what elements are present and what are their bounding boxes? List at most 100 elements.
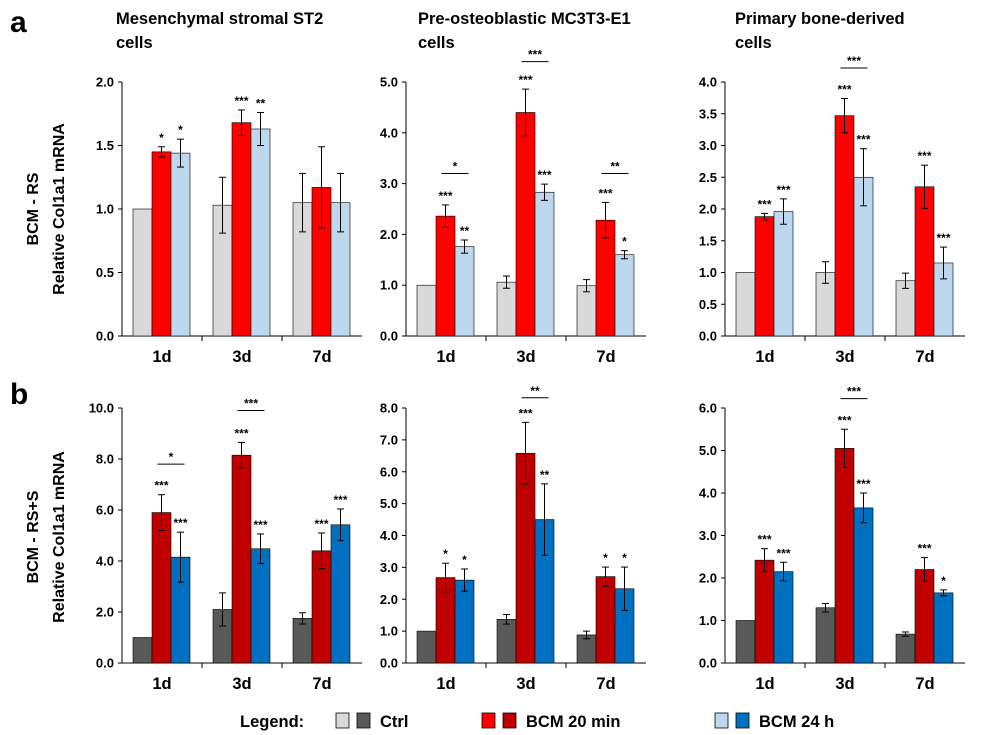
significance-stars: * <box>941 574 946 588</box>
comparison-stars: *** <box>528 48 542 62</box>
y-tick-label: 5.0 <box>699 443 717 458</box>
bar-bcm-20-min-3d <box>834 448 855 664</box>
bar-bcm-24-h-1d <box>454 579 475 664</box>
legend-swatch-bcm24-light <box>714 712 729 729</box>
significance-stars: * <box>603 551 608 565</box>
y-tick-label: 2.0 <box>380 227 398 242</box>
column-title-1-line-2: cells <box>116 34 153 52</box>
y-tick-label: 2.0 <box>699 571 717 586</box>
significance-stars: *** <box>438 189 452 203</box>
bar-bcm-20-min-1d <box>754 559 775 664</box>
y-tick-label: 5.0 <box>380 75 398 90</box>
legend-swatch-ctrl-light <box>335 712 350 729</box>
bar-bcm-20-min-7d <box>914 569 935 664</box>
y-tick-label: 10.0 <box>89 401 114 416</box>
significance-stars: *** <box>917 149 931 163</box>
y-tick-label: 6.0 <box>96 503 114 518</box>
comparison-stars: *** <box>847 54 861 68</box>
chart-b-2: 0.01.02.03.04.05.06.07.08.01d 3d 7d* ******… <box>380 384 646 693</box>
column-title-3-line-1: Primary bone-derived <box>735 10 905 28</box>
y-tick-label: 3.5 <box>699 106 717 121</box>
x-category-label: 3d <box>835 675 854 693</box>
significance-stars: *** <box>776 546 790 560</box>
y-tick-label: 8.0 <box>96 452 114 467</box>
significance-stars: *** <box>837 83 851 97</box>
y-tick-label: 2.0 <box>699 202 717 217</box>
bar-bcm-20-min-3d <box>834 115 855 337</box>
bar-bcm-24-h-3d <box>250 548 271 664</box>
bar-bcm-20-min-1d <box>151 512 172 664</box>
y-tick-label: 0.0 <box>380 329 398 344</box>
bar-ctrl-3d <box>815 607 836 664</box>
bar-bcm-24-h-7d <box>933 592 954 664</box>
y-tick-label: 0.0 <box>699 656 717 671</box>
bar-ctrl-1d <box>132 637 153 664</box>
significance-stars: ** <box>540 468 550 482</box>
bar-bcm-20-min-1d <box>151 151 172 337</box>
x-category-label: 3d <box>232 675 251 693</box>
y-tick-label: 1.0 <box>699 265 717 280</box>
y-tick-label: 4.0 <box>96 554 114 569</box>
y-tick-label: 1.0 <box>96 202 114 217</box>
comparison-stars: ** <box>610 159 620 173</box>
significance-stars: * <box>159 131 164 145</box>
bar-bcm-24-h-7d <box>614 254 635 337</box>
significance-stars: * <box>178 123 183 137</box>
x-category-label: 1d <box>755 675 774 693</box>
y-tick-label: 7.0 <box>380 432 398 447</box>
x-category-label: 7d <box>312 348 331 366</box>
bar-ctrl-7d <box>895 280 916 337</box>
y-tick-label: 8.0 <box>380 401 398 416</box>
bar-bcm-24-h-3d <box>853 507 874 664</box>
row-label-b: BCM - RS+S <box>25 490 42 583</box>
bar-bcm-20-min-3d <box>515 452 536 664</box>
x-category-label: 1d <box>152 675 171 693</box>
x-category-label: 3d <box>516 348 535 366</box>
y-tick-label: 2.5 <box>699 170 717 185</box>
significance-stars: *** <box>837 413 851 427</box>
bar-bcm-20-min-1d <box>754 216 775 337</box>
y-tick-label: 0.5 <box>96 265 114 280</box>
significance-stars: *** <box>234 426 248 440</box>
bar-ctrl-7d <box>895 633 916 664</box>
y-tick-label: 6.0 <box>380 464 398 479</box>
comparison-stars: *** <box>847 385 861 399</box>
bar-ctrl-7d <box>292 618 313 664</box>
bar-ctrl-1d <box>132 208 153 337</box>
y-tick-label: 1.0 <box>380 624 398 639</box>
significance-stars: *** <box>333 493 347 507</box>
y-tick-label: 0.0 <box>699 329 717 344</box>
column-title-3-line-2: cells <box>735 34 772 52</box>
x-category-label: 7d <box>596 348 615 366</box>
y-tick-label: 1.0 <box>699 613 717 628</box>
legend-swatch-bcm20-dark <box>502 712 517 729</box>
bar-bcm-24-h-1d <box>773 571 794 664</box>
significance-stars: *** <box>518 73 532 87</box>
x-category-label: 1d <box>436 348 455 366</box>
x-category-label: 1d <box>152 348 171 366</box>
y-tick-label: 6.0 <box>699 401 717 416</box>
bar-bcm-20-min-7d <box>914 186 935 337</box>
significance-stars: *** <box>518 406 532 420</box>
chart-b-3: 0.01.02.03.04.05.06.01d 3d 7d*************… <box>699 385 965 693</box>
legend-title: Legend: <box>240 713 304 731</box>
significance-stars: *** <box>314 517 328 531</box>
significance-stars: *** <box>856 477 870 491</box>
y-tick-label: 0.0 <box>96 329 114 344</box>
y-tick-label: 0.5 <box>699 297 717 312</box>
significance-stars: ** <box>460 224 470 238</box>
significance-stars: *** <box>856 133 870 147</box>
y-axis-label-a: Relative Col1a1 mRNA <box>51 123 68 295</box>
column-title-2-line-1: Pre-osteoblastic MC3T3-E1 <box>418 10 631 28</box>
x-category-label: 3d <box>232 348 251 366</box>
x-category-label: 7d <box>915 675 934 693</box>
bar-bcm-24-h-1d <box>454 246 475 337</box>
significance-stars: *** <box>253 518 267 532</box>
bar-ctrl-1d <box>416 630 437 664</box>
bar-ctrl-7d <box>576 285 597 337</box>
y-tick-label: 3.0 <box>380 176 398 191</box>
significance-stars: *** <box>173 516 187 530</box>
bar-ctrl-3d <box>496 619 517 664</box>
chart-a-2: 0.01.02.03.04.05.01d 3d 7d****************… <box>380 48 646 366</box>
legend-swatch-bcm24-dark <box>735 712 750 729</box>
